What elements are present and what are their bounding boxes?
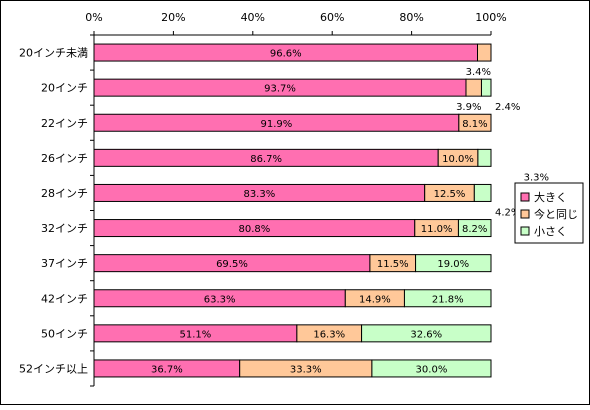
bar-segment — [477, 148, 492, 167]
category-label: 42インチ — [41, 292, 88, 305]
data-label: 2.4% — [495, 102, 520, 113]
data-label: 96.6% — [270, 49, 302, 60]
bar-segment — [465, 78, 482, 97]
data-label: 30.0% — [416, 364, 448, 375]
data-label: 11.5% — [377, 259, 409, 270]
data-label: 14.9% — [359, 294, 391, 305]
data-label: 69.5% — [216, 259, 248, 270]
bar-segment — [371, 359, 492, 378]
category-label: 20インチ未満 — [19, 47, 88, 60]
legend-label: 大きく — [534, 190, 567, 204]
bar-segment — [480, 78, 492, 97]
data-label: 32.6% — [410, 329, 442, 340]
bar-segment — [477, 43, 492, 62]
category-label: 32インチ — [41, 222, 88, 235]
x-tick-label: 0% — [85, 11, 102, 24]
legend-swatch — [520, 192, 530, 202]
data-label: 3.4% — [466, 67, 491, 78]
category-label: 26インチ — [41, 152, 88, 165]
data-label: 51.1% — [180, 329, 212, 340]
x-tick-label: 100% — [475, 11, 506, 24]
data-label: 10.0% — [442, 154, 474, 165]
data-labels: 96.6% 3.4% 93.7% 3.9% 2.4% 91.9% 8.1% 86.7% 10.0… — [151, 49, 549, 376]
data-label: 33.3% — [290, 364, 322, 375]
legend-label: 小さく — [534, 225, 567, 238]
data-label: 36.7% — [151, 364, 183, 375]
category-label: 37インチ — [41, 257, 88, 270]
data-label: 8.2% — [462, 224, 487, 235]
data-label: 63.3% — [204, 294, 236, 305]
data-label: 4.2% — [495, 207, 520, 218]
bar-segment — [458, 113, 492, 132]
data-label: 8.1% — [462, 119, 487, 130]
legend-label: 今と同じ — [534, 207, 578, 221]
data-label: 3.9% — [456, 102, 481, 113]
data-label: 91.9% — [261, 119, 293, 130]
data-label: 86.7% — [250, 154, 282, 165]
data-label: 93.7% — [264, 84, 296, 95]
data-label: 12.5% — [434, 189, 466, 200]
bar-segment — [457, 219, 492, 238]
data-label: 19.0% — [437, 259, 469, 270]
legend-swatch — [520, 209, 530, 219]
x-tick-label: 60% — [320, 11, 344, 24]
bar-segment — [361, 324, 492, 343]
data-label: 80.8% — [238, 224, 270, 235]
bar-segment — [403, 289, 492, 308]
category-label: 20インチ — [41, 82, 88, 95]
data-label: 83.3% — [243, 189, 275, 200]
data-label: 21.8% — [432, 294, 464, 305]
bars — [93, 43, 492, 378]
bar-segment — [415, 254, 492, 273]
category-label: 50インチ — [41, 327, 88, 340]
category-label: 28インチ — [41, 187, 88, 200]
axes: 0% 20% 40% 60% 80% 100% 20インチ未満 20インチ 22インチ 26インチ… — [19, 11, 507, 387]
legend-swatch — [520, 226, 530, 236]
data-label: 11.0% — [421, 224, 453, 235]
data-label: 3.3% — [524, 172, 549, 183]
x-tick-label: 40% — [241, 11, 265, 24]
x-tick-label: 20% — [161, 11, 185, 24]
bar-segment — [473, 183, 492, 202]
x-tick-label: 80% — [399, 11, 423, 24]
category-label: 52インチ以上 — [19, 362, 88, 375]
category-label: 22インチ — [41, 117, 88, 130]
data-label: 16.3% — [313, 329, 345, 340]
